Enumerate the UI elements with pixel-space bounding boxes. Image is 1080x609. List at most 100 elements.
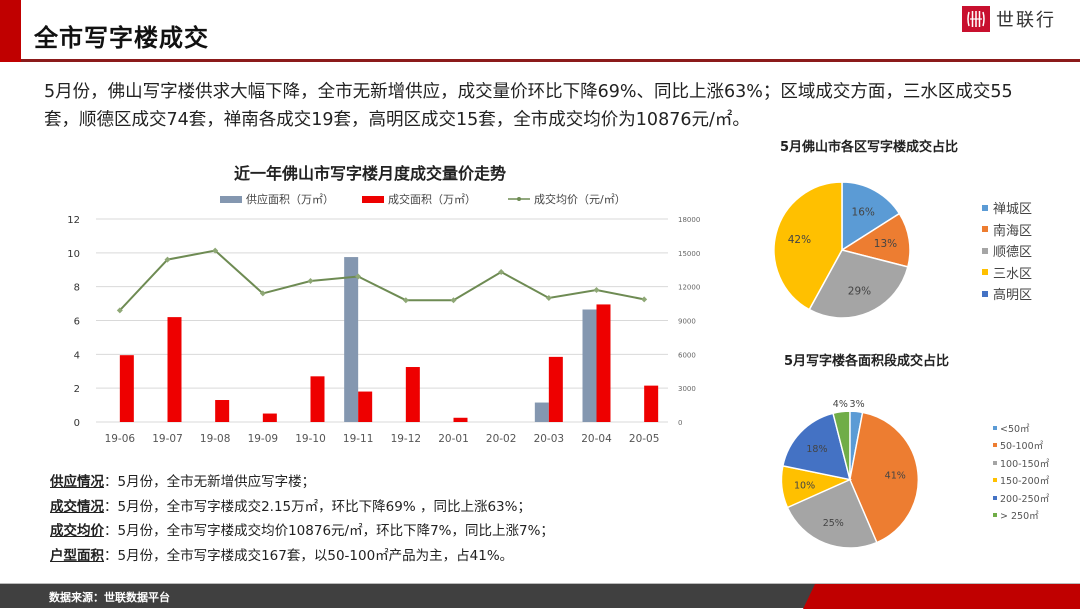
area-pie-legend: <50㎡ 50-100㎡ 100-150㎡ 150-200㎡ 200-250㎡ > 250… — [993, 419, 1049, 524]
right-axis-tick: 6000 — [678, 351, 696, 359]
x-axis-tick: 19-06 — [105, 433, 136, 445]
summary-line-1: 5月份，佛山写字楼供求大幅下降，全市无新增供应，成交量价环比下降69%、同比上涨… — [44, 82, 1013, 102]
left-axis-tick: 4 — [74, 350, 80, 361]
price-marker — [450, 297, 457, 304]
right-axis-tick: 3000 — [678, 385, 696, 393]
x-axis-tick: 19-09 — [248, 433, 279, 445]
pie-slice — [832, 410, 851, 480]
x-axis-tick: 19-07 — [152, 433, 183, 445]
district-pie-legend: 禅城区 南海区 顺德区 三水区 高明区 — [982, 197, 1032, 305]
logo-text: 世联行 — [996, 10, 1056, 31]
left-axis-tick: 2 — [74, 384, 80, 395]
legend-label: 50-100㎡ — [1000, 441, 1044, 453]
price-marker — [498, 269, 505, 276]
price-marker — [641, 296, 648, 303]
area-pie-title: 5月写字楼各面积段成交占比 — [784, 354, 950, 369]
company-logo: 世联行 — [962, 6, 1056, 32]
price-line — [119, 249, 645, 312]
x-axis-tick: 20-03 — [534, 433, 565, 445]
deal-bar — [644, 385, 659, 422]
price-marker — [307, 278, 314, 285]
pie-slice-label: 3% — [850, 399, 865, 410]
district-pie-title: 5月佛山市各区写字楼成交占比 — [780, 140, 959, 155]
legend-label: 南海区 — [993, 223, 1033, 239]
legend-label: <50㎡ — [1000, 423, 1030, 435]
legend-item: 南海区 — [982, 219, 1032, 241]
legend-label: 三水区 — [993, 266, 1033, 282]
legend-label: 150-200㎡ — [1000, 476, 1050, 488]
x-axis-tick: 20-01 — [438, 433, 469, 445]
deal-bar — [453, 417, 468, 422]
logo-mark-icon — [962, 6, 990, 32]
legend-item: > 250㎡ — [993, 507, 1049, 525]
x-axis-tick: 20-04 — [581, 433, 612, 445]
area-segment-pie-chart: 3% 41% 25% 10% 18% 4% — [780, 399, 920, 548]
main-chart-title: 近一年佛山市写字楼月度成交量价走势 — [233, 164, 506, 183]
supply-bar — [344, 257, 359, 422]
legend-deal-swatch — [362, 195, 384, 203]
legend-item: 150-200㎡ — [993, 472, 1049, 490]
left-axis-tick: 0 — [74, 418, 80, 429]
legend-supply: 供应面积（万㎡） — [220, 191, 334, 207]
pie-slice — [840, 212, 911, 268]
legend-swatch — [993, 478, 997, 483]
legend-item: 三水区 — [982, 262, 1032, 284]
x-axis-tick: 20-05 — [629, 433, 660, 445]
legend-swatch — [993, 460, 997, 465]
legend-swatch — [993, 443, 997, 448]
district-pie-chart: 16% 13% 29% 42% — [773, 181, 911, 319]
x-axis-tick: 19-08 — [200, 433, 231, 445]
legend-swatch — [982, 247, 988, 254]
pie-slice-label: 29% — [848, 285, 871, 297]
note-unit-area: 户型面积：5月份，全市写字楼成交167套，以50-100㎡产品为主，占41%。 — [50, 547, 514, 564]
legend-label: > 250㎡ — [1000, 511, 1039, 523]
price-marker — [259, 290, 266, 297]
deal-bar — [215, 400, 230, 422]
price-marker — [116, 307, 123, 314]
deal-bar — [119, 355, 134, 422]
note-supply: 供应情况：5月份，全市无新增供应写字楼； — [50, 474, 316, 490]
pie-slice-label: 41% — [885, 470, 906, 481]
legend-item: 禅城区 — [982, 197, 1032, 219]
pie-slice-label: 25% — [823, 518, 844, 529]
pie-slice-label: 42% — [788, 234, 811, 246]
legend-price-swatch — [508, 197, 530, 201]
pie-slice-label: 16% — [852, 206, 875, 218]
page-title: 全市写字楼成交 — [34, 24, 209, 52]
price-marker — [164, 256, 171, 263]
left-axis-tick: 10 — [67, 249, 80, 260]
note-price: 成交均价：5月份，全市写字楼成交均价10876元/㎡，环比下降7%，同比上涨7%… — [50, 523, 554, 539]
legend-swatch — [982, 269, 988, 276]
pie-slice-label: 4% — [833, 399, 848, 410]
x-axis-tick: 20-02 — [486, 433, 517, 445]
right-axis-tick: 0 — [678, 419, 682, 427]
pie-slice-label: 13% — [874, 238, 897, 250]
price-marker — [593, 287, 600, 294]
notes-section: 供应情况：5月份，全市无新增供应写字楼； 成交情况：5月份，全市写字楼成交2.1… — [50, 470, 554, 568]
legend-item: 50-100㎡ — [993, 437, 1049, 455]
summary-line-2: 套，顺德区成交74套，禅南各成交19套，高明区成交15套，全市成交均价为1087… — [44, 110, 750, 130]
legend-swatch — [982, 226, 988, 233]
deal-bar — [405, 367, 420, 422]
legend-supply-swatch — [220, 195, 242, 203]
legend-label: 100-150㎡ — [1000, 458, 1050, 470]
legend-label: 200-250㎡ — [1000, 493, 1050, 505]
deal-bar — [358, 391, 373, 422]
footer-bar: 数据来源：世联数据平台 — [0, 583, 1080, 609]
left-axis-tick: 6 — [74, 317, 80, 328]
legend-swatch — [993, 425, 997, 430]
price-marker — [402, 297, 409, 304]
left-axis-tick: 12 — [67, 215, 80, 226]
legend-price: 成交均价（元/㎡） — [508, 191, 626, 207]
x-axis-tick: 19-12 — [391, 433, 422, 445]
deal-bar — [596, 304, 611, 422]
pie-slice — [782, 412, 851, 481]
legend-swatch — [982, 204, 988, 211]
title-divider — [21, 59, 1080, 62]
pie-slice — [849, 411, 920, 544]
legend-swatch — [993, 513, 997, 518]
legend-swatch — [982, 290, 988, 297]
supply-bar — [534, 402, 549, 422]
pie-slice — [786, 478, 878, 548]
